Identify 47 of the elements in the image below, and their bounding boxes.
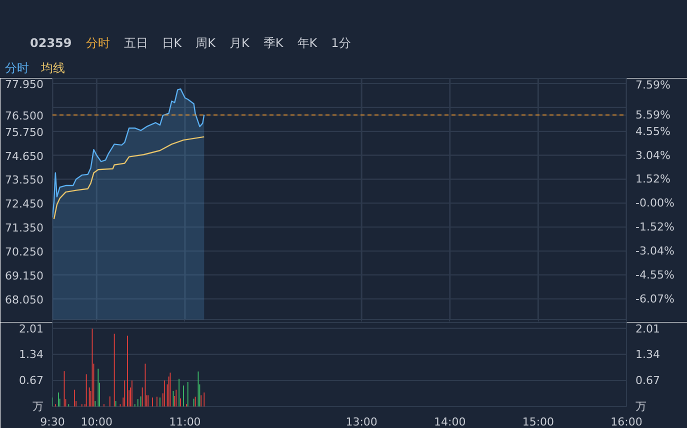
text: 年K xyxy=(297,36,318,50)
y2-tick-label: -0.00% xyxy=(636,196,674,210)
y-tick-label: 1.34 xyxy=(19,348,44,361)
y-tick-label: 万 xyxy=(32,400,44,413)
y-tick-label: 70.250 xyxy=(5,245,44,258)
y-tick-label: 2.01 xyxy=(19,322,44,336)
y2-tick-label: -1.52% xyxy=(636,220,674,234)
text: 周K xyxy=(196,36,216,50)
y2-tick-label: 4.55% xyxy=(636,124,670,138)
line-series xyxy=(53,136,205,220)
text: 月K xyxy=(230,36,250,50)
x-tick-label: 9:30 xyxy=(40,416,65,428)
text: 季K xyxy=(263,36,284,50)
y2-tick-label: -4.55% xyxy=(636,268,674,282)
text: 02359 xyxy=(30,36,72,50)
y2-tick-label: 1.34 xyxy=(636,348,660,361)
y2-tick-label: 3.04% xyxy=(636,148,670,162)
y2-tick-label: 2.01 xyxy=(636,322,660,336)
y-tick-label: 71.350 xyxy=(5,222,44,235)
ref-line-label: 76.500 xyxy=(5,110,44,123)
x-tick-label: 14:00 xyxy=(434,416,466,428)
text: 分时 xyxy=(5,61,29,75)
text: 日K xyxy=(162,36,182,50)
y2-tick-label: 0.67 xyxy=(636,374,660,387)
y-tick-label: 72.450 xyxy=(5,198,44,211)
x-tick-label: 11:00 xyxy=(169,416,201,428)
y-tick-label: 73.550 xyxy=(5,174,44,187)
x-tick-label: 10:00 xyxy=(80,416,113,428)
x-tick-label: 16:00 xyxy=(610,416,642,428)
x-tick-label: 15:00 xyxy=(522,416,554,428)
y-tick-label: 0.67 xyxy=(19,374,44,387)
x-tick-label: 13:00 xyxy=(346,416,378,428)
y2-tick-label: -3.04% xyxy=(636,244,674,258)
text: 五日 xyxy=(124,36,148,50)
y-tick-label: 77.950 xyxy=(5,78,44,92)
y2-tick-label: 1.52% xyxy=(636,172,670,186)
text: 均线 xyxy=(41,61,65,75)
y2-tick-label: 万 xyxy=(636,400,646,413)
y2-tick-label: 7.59% xyxy=(636,78,670,92)
y-tick-label: 69.150 xyxy=(5,269,44,282)
y2-tick-label: 5.59% xyxy=(636,108,670,122)
y-tick-label: 74.650 xyxy=(5,150,44,163)
y-tick-label: 68.050 xyxy=(5,293,44,306)
y-tick-label: 75.750 xyxy=(5,126,44,139)
text: 分时 xyxy=(86,36,110,50)
text: 1分 xyxy=(331,36,351,50)
y2-tick-label: -6.07% xyxy=(636,292,674,306)
